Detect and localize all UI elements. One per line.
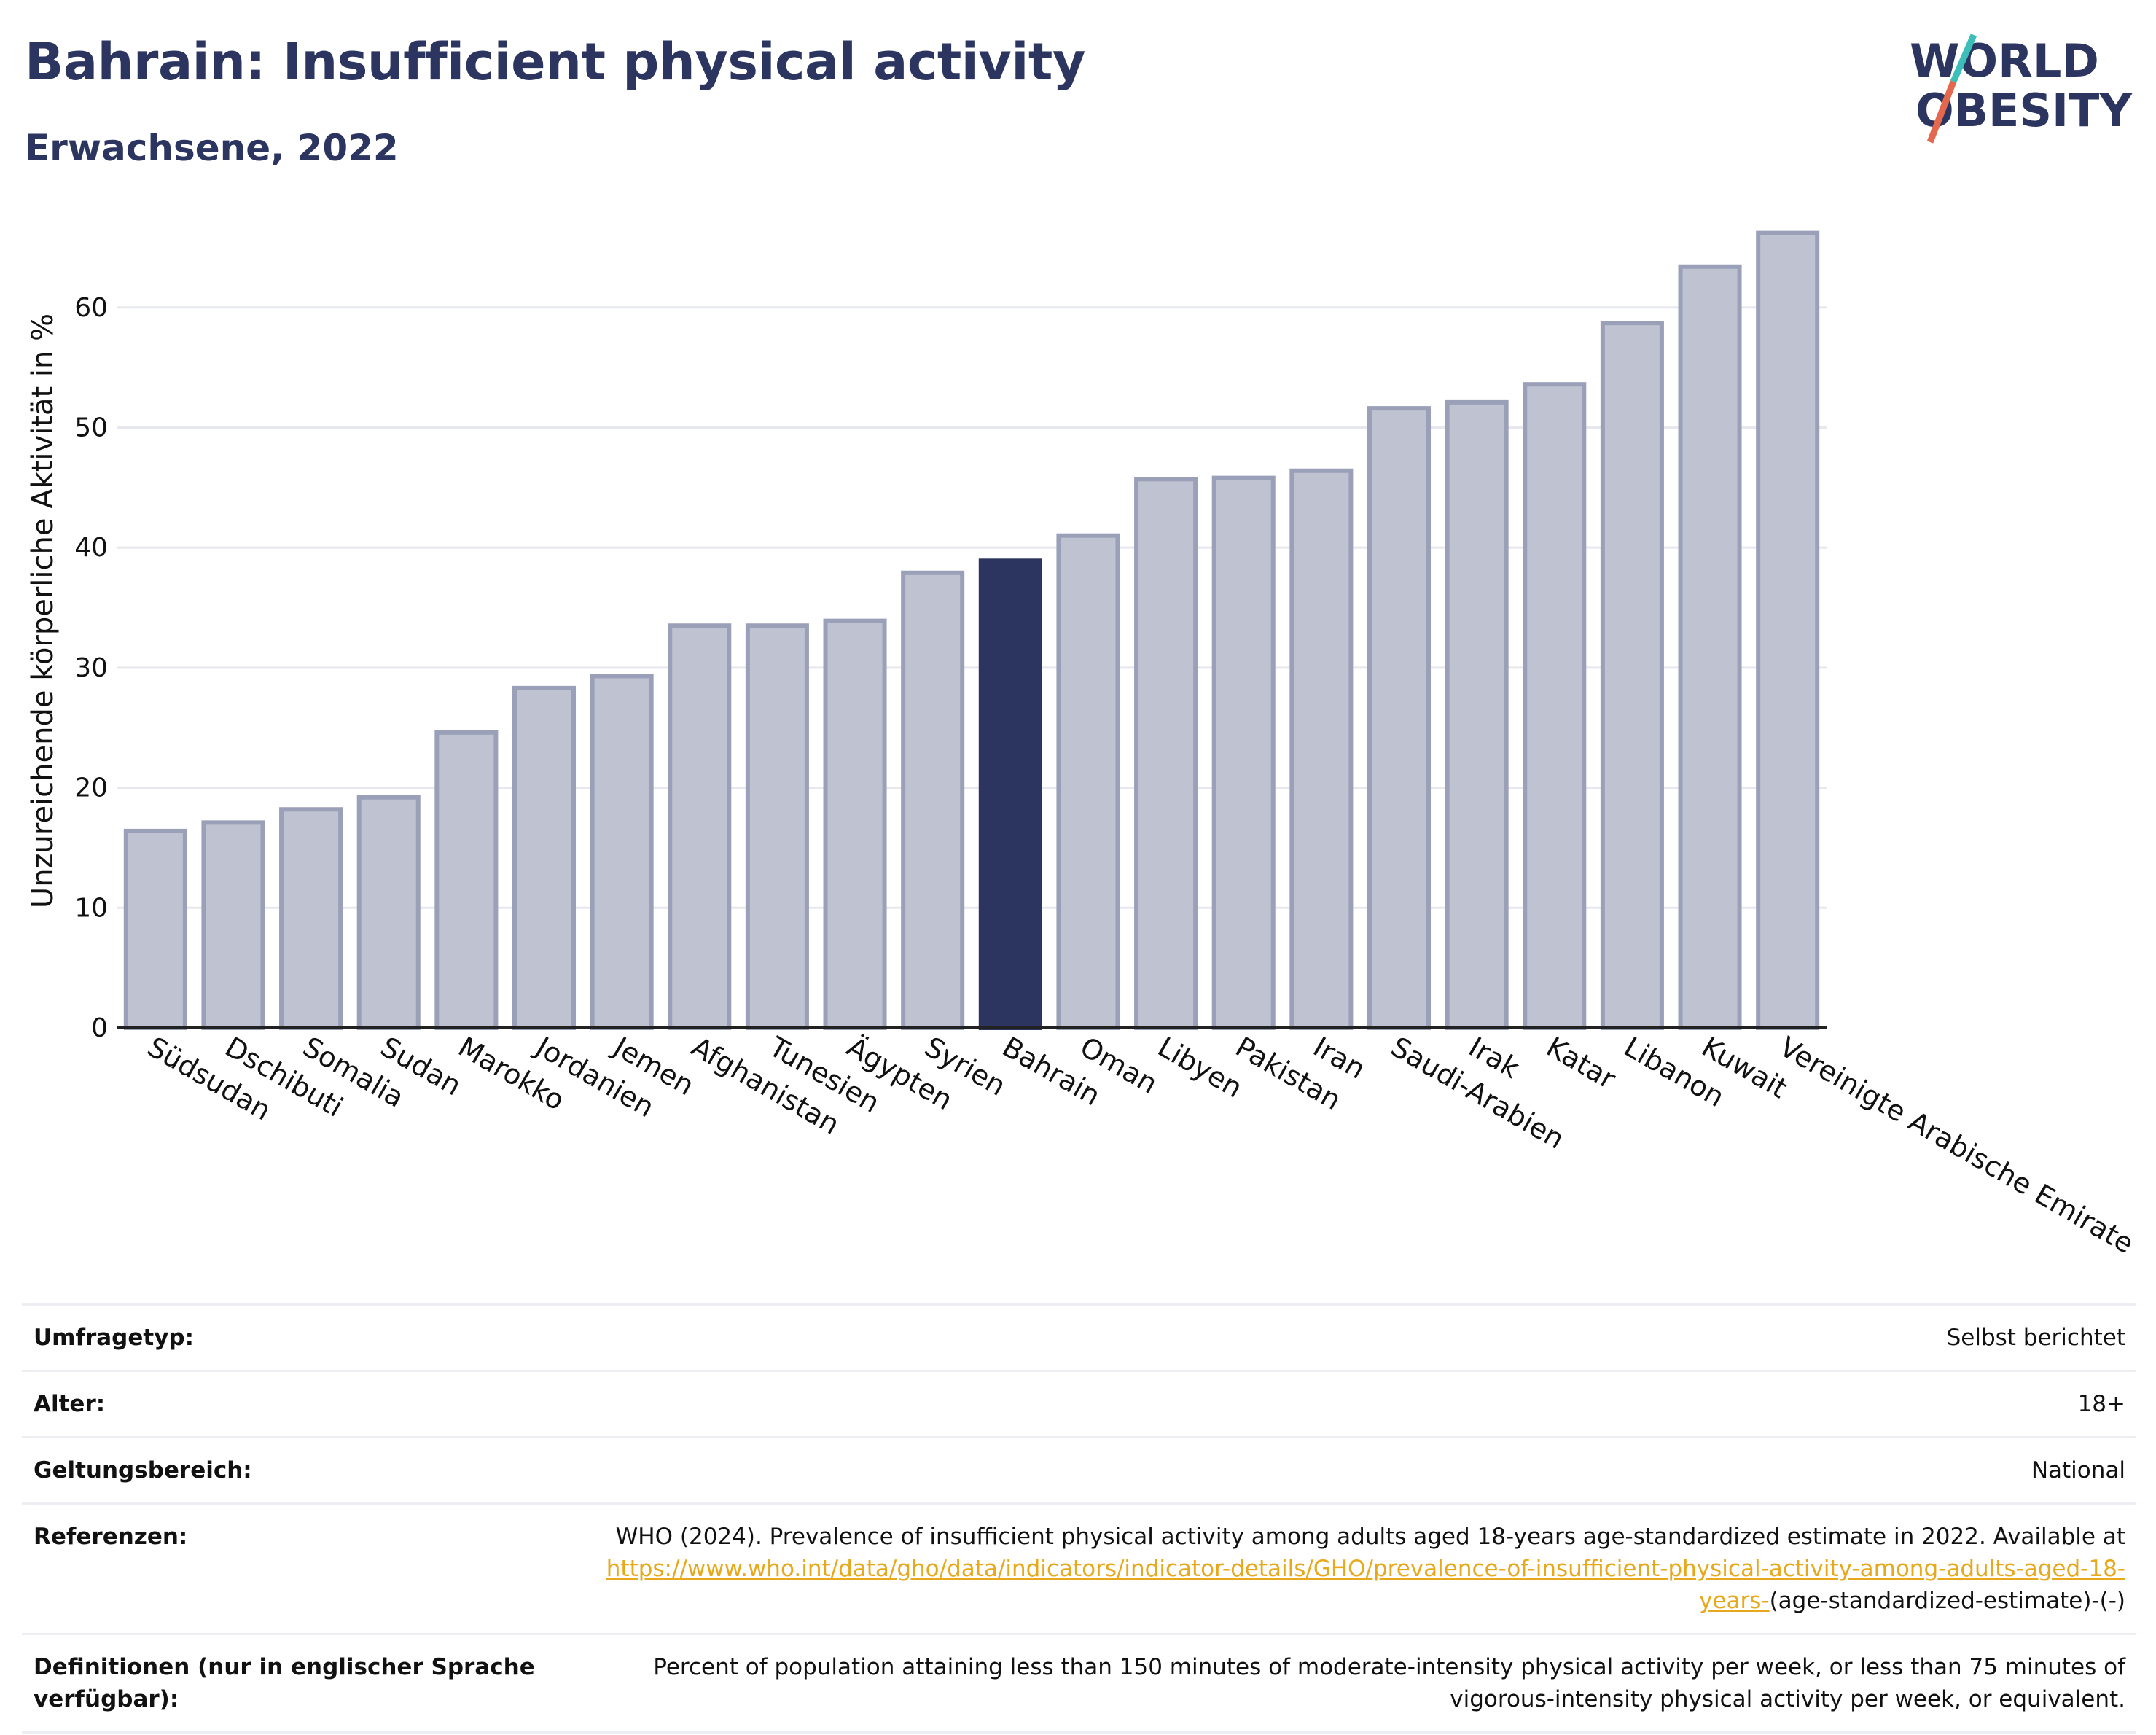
bar-chart: 0 10 20 30 40 50 60 SüdsudanDschibutiSomaliaSu… bbox=[26, 230, 2139, 1260]
y-tick-label: 0 bbox=[91, 1013, 108, 1043]
bar-jemen bbox=[590, 674, 654, 1030]
bar-südsudan bbox=[123, 828, 187, 1030]
bar-jordanien bbox=[512, 685, 577, 1030]
bar-irak bbox=[1445, 399, 1509, 1030]
bar-ägypten bbox=[823, 618, 887, 1030]
bar-libyen bbox=[1134, 477, 1198, 1030]
table-row-references: Referenzen: WHO (2024). Prevalence of in… bbox=[22, 1502, 2136, 1633]
bar-saudi-arabien bbox=[1367, 406, 1432, 1030]
bar-sudan bbox=[356, 795, 421, 1030]
y-tick-label: 20 bbox=[74, 773, 108, 803]
world-obesity-logo: WORLD OBESITY bbox=[1910, 34, 2133, 144]
x-tick-label: Libyen bbox=[1152, 1031, 1248, 1104]
bar-somalia bbox=[279, 807, 343, 1031]
bar-marokko bbox=[434, 730, 499, 1031]
row-label: Umfragetyp: bbox=[34, 1325, 194, 1351]
y-tick-label: 60 bbox=[74, 293, 108, 323]
row-value: WHO (2024). Prevalence of insufficient p… bbox=[544, 1521, 2125, 1617]
reference-text: WHO (2024). Prevalence of insufficient p… bbox=[615, 1524, 2125, 1550]
bar-pakistan bbox=[1211, 475, 1276, 1030]
row-label: Geltungsbereich: bbox=[34, 1457, 252, 1483]
bar-tunesien bbox=[745, 623, 809, 1030]
bar-dschibuti bbox=[201, 820, 265, 1030]
table-row-scope: Geltungsbereich: National bbox=[22, 1436, 2136, 1502]
bar-syrien bbox=[901, 570, 965, 1030]
bar-afghanistan bbox=[668, 623, 732, 1030]
reference-suffix: (age-standardized-estimate)-(-) bbox=[1769, 1588, 2125, 1614]
y-tick-label: 10 bbox=[74, 893, 108, 923]
row-value: Percent of population attaining less tha… bbox=[653, 1654, 2125, 1712]
row-value: National bbox=[2031, 1457, 2125, 1483]
bars bbox=[123, 230, 1820, 1031]
bar-bahrain bbox=[978, 558, 1042, 1030]
bar-katar bbox=[1523, 382, 1587, 1030]
page-title: Bahrain: Insufficient physical activity bbox=[25, 32, 1086, 92]
reference-link[interactable]: https://www.who.int/data/gho/data/indica… bbox=[606, 1556, 2125, 1614]
y-tick-label: 40 bbox=[74, 533, 108, 563]
y-tick-labels: 0 10 20 30 40 50 60 bbox=[74, 293, 108, 1043]
y-axis-label: Unzureichende körperliche Aktivität in % bbox=[26, 313, 60, 908]
row-label: Referenzen: bbox=[34, 1524, 188, 1550]
table-row-definitions: Definitionen (nur in englischer Sprache … bbox=[22, 1633, 2136, 1734]
logo-line1: WORLD bbox=[1910, 34, 2099, 87]
bar-vereinigte-arabische-emirate bbox=[1756, 230, 1820, 1030]
table-row-age: Alter: 18+ bbox=[22, 1370, 2136, 1436]
page-subtitle: Erwachsene, 2022 bbox=[25, 127, 399, 169]
bar-iran bbox=[1289, 468, 1354, 1030]
row-label: Alter: bbox=[34, 1391, 106, 1417]
bar-oman bbox=[1056, 533, 1120, 1030]
y-tick-label: 50 bbox=[74, 413, 108, 442]
x-tick-label: Vereinigte Arabische Emirate bbox=[1774, 1031, 2139, 1260]
row-label: Definitionen (nur in englischer Sprache … bbox=[34, 1654, 535, 1712]
logo-slash-bottom bbox=[1926, 80, 1957, 144]
y-tick-label: 30 bbox=[74, 653, 108, 683]
x-tick-label: Katar bbox=[1541, 1031, 1621, 1096]
x-tick-labels: SüdsudanDschibutiSomaliaSudanMarokkoJord… bbox=[142, 1030, 2139, 1260]
logo-slash-top bbox=[1950, 34, 1977, 83]
bar-kuwait bbox=[1678, 264, 1742, 1031]
row-value: 18+ bbox=[2077, 1391, 2125, 1417]
row-value: Selbst berichtet bbox=[1946, 1325, 2125, 1351]
info-table: Umfragetyp: Selbst berichtet Alter: 18+ … bbox=[22, 1303, 2136, 1734]
bar-libanon bbox=[1600, 321, 1664, 1031]
table-row-survey-type: Umfragetyp: Selbst berichtet bbox=[22, 1303, 2136, 1370]
